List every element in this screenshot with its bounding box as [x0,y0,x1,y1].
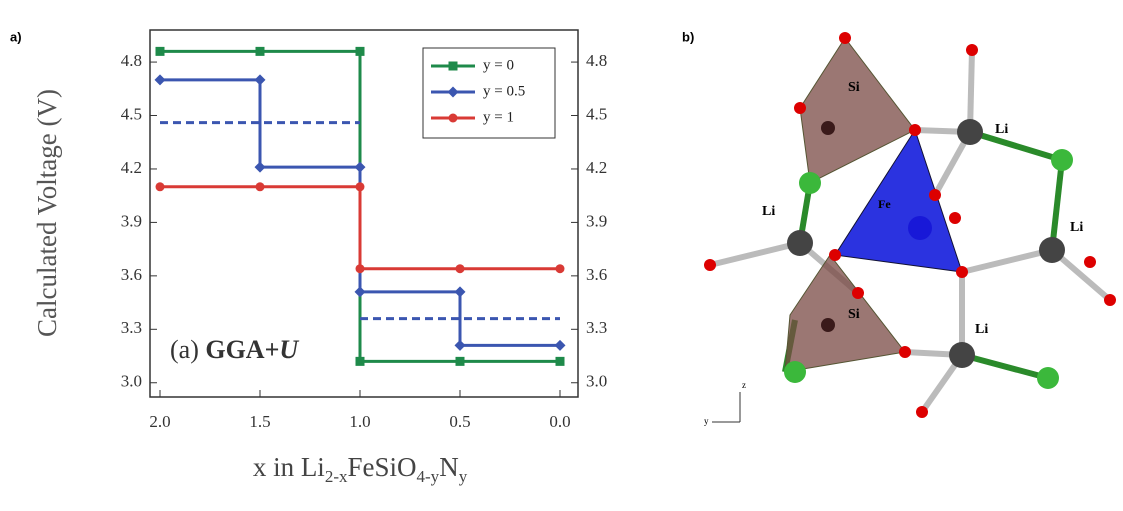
marker [356,264,365,273]
series-line [160,187,560,269]
marker [256,182,265,191]
x-label-part: x in Li [253,452,325,482]
marker [256,47,265,56]
y2-tick-label: 3.3 [586,318,607,337]
atom-label: Si [848,80,860,95]
y2-tick-label: 4.2 [586,158,607,177]
marker [355,286,366,297]
x-axis-title: x in Li2-xFeSiO4-yNy [253,452,468,486]
x-label-part: N [439,452,459,482]
x-tick-label: 1.0 [349,412,370,431]
y-axis-title: Calculated Voltage (V) [32,89,62,337]
y-tick-label: 3.3 [121,318,142,337]
y-tick-label: 4.8 [121,51,142,70]
x-tick-label: 0.0 [549,412,570,431]
marker [455,340,466,351]
annotation-part: U [279,335,299,364]
y2-tick-label: 3.6 [586,265,607,284]
marker [449,114,458,123]
y-tick-label: 3.6 [121,265,142,284]
si-tetrahedron [785,255,905,372]
panel-label: a) [10,29,22,44]
axis-label: z [742,380,746,390]
atom-label: Li [975,322,988,337]
annotation-part: (a) [170,335,205,364]
x-label-part: 4-y [417,467,440,486]
atom-label: Si [848,307,860,322]
marker [555,340,566,351]
marker [556,357,565,366]
marker [456,264,465,273]
y2-tick-label: 3.0 [586,372,607,391]
marker [556,264,565,273]
x-label-part: FeSiO [347,452,416,482]
axis-label: y [704,416,709,426]
x-tick-label: 2.0 [149,412,170,431]
y2-tick-label: 4.8 [586,51,607,70]
atom-label: Li [995,122,1008,137]
marker [355,162,366,173]
figure: a) Calculated Voltage (V) x in Li2-xFeSi… [0,0,1123,506]
y-tick-label: 3.9 [121,211,142,230]
marker [456,357,465,366]
structure-diagram: b) Si Li Li Fe Li Si Li y z [682,29,1116,426]
marker [156,182,165,191]
marker [356,357,365,366]
y-tick-label: 4.5 [121,104,142,123]
x-tick-label: 0.5 [449,412,470,431]
legend-label: y = 1 [483,109,514,125]
y-tick-label: 3.0 [121,372,142,391]
marker [455,286,466,297]
x-label-part: 2-x [325,467,348,486]
marker [356,182,365,191]
marker [356,47,365,56]
y2-tick-label: 3.9 [586,211,607,230]
x-label-part: y [459,467,468,486]
marker [255,162,266,173]
atom-label: Li [762,204,775,219]
panel-label: b) [682,29,694,44]
marker [155,74,166,85]
marker [449,62,458,71]
legend-label: y = 0.5 [483,83,525,99]
annotation: (a) GGA+U [170,335,299,364]
atom-label: Fe [878,197,891,211]
legend-label: y = 0 [483,57,514,73]
y2-tick-label: 4.5 [586,104,607,123]
x-tick-label: 1.5 [249,412,270,431]
y-tick-label: 4.2 [121,158,142,177]
atom-label: Li [1070,220,1083,235]
marker [156,47,165,56]
marker [255,74,266,85]
annotation-part: GGA+ [205,335,279,364]
